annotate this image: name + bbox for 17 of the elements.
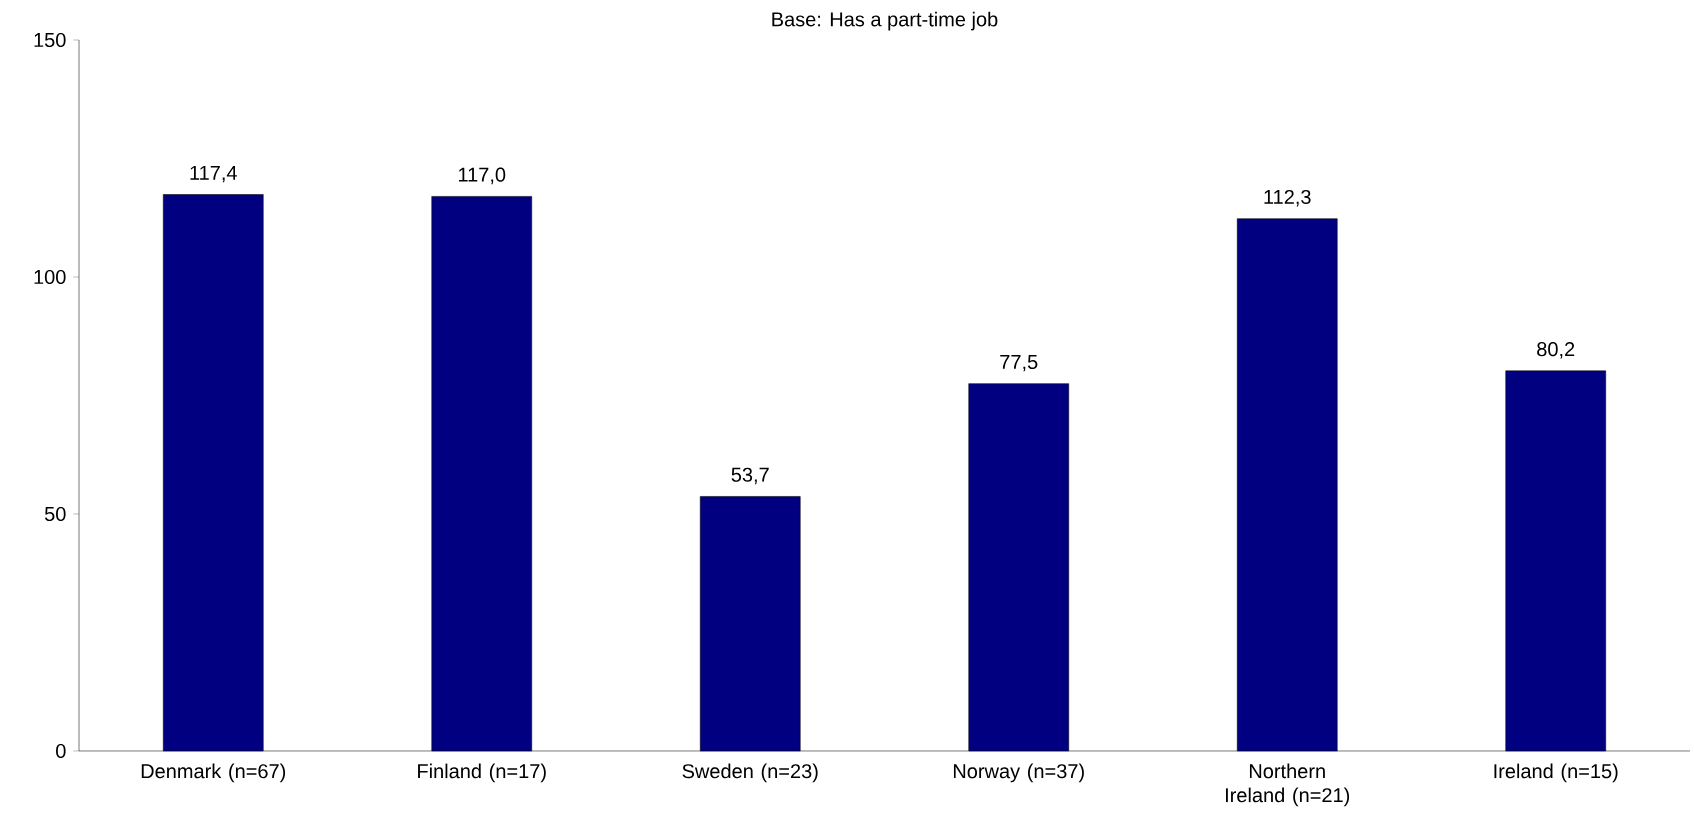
y-tick-label: 100 <box>34 269 66 285</box>
data-label: 117,0 <box>459 167 506 185</box>
chart-title: Base: Has a part-time job <box>772 11 998 31</box>
data-label: 112,3 <box>1264 189 1311 207</box>
x-tick-label: Sweden (n=23) <box>682 763 818 783</box>
x-tick-label: Ireland (n=15) <box>1494 763 1618 783</box>
y-tick-label: 0 <box>56 743 66 759</box>
data-label: 77,5 <box>1000 355 1038 372</box>
x-tick-label: Denmark (n=67) <box>141 763 286 783</box>
y-tick-label: 50 <box>44 506 66 522</box>
y-tick-label: 150 <box>34 32 66 48</box>
x-tick-label: Finland (n=17) <box>418 763 546 783</box>
data-label: 117,4 <box>190 165 237 183</box>
data-label: 80,2 <box>1537 342 1575 359</box>
x-tick-label: Northern Ireland (n=21) <box>1225 763 1350 807</box>
x-tick-label: Norway (n=37) <box>953 763 1084 783</box>
data-label: 53,7 <box>731 467 769 485</box>
